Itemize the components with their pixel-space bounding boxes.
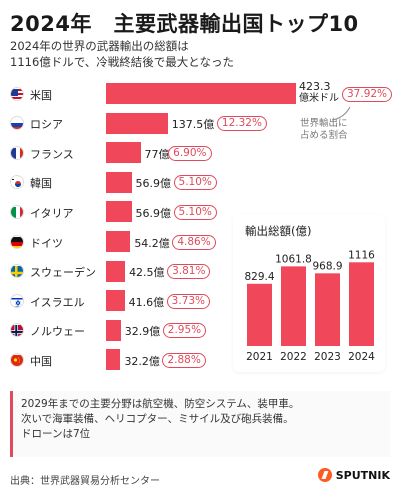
flag-de-icon: [10, 235, 24, 249]
bar: [106, 290, 125, 311]
bar: [106, 83, 296, 104]
bar: [247, 284, 272, 346]
footer-line-1: 2029年までの主要分野は航空機、防空システム、装甲車。: [21, 397, 382, 412]
bar: [106, 349, 120, 370]
share-badge: 4.86%: [172, 235, 215, 250]
category-label: 中国: [30, 353, 52, 369]
share-badge: 3.81%: [167, 264, 210, 279]
flag-it-icon: [10, 205, 24, 219]
category-label: スウェーデン: [30, 264, 96, 280]
category-label: ノルウェー: [30, 323, 85, 339]
share-badge: 2.88%: [162, 353, 205, 368]
flag-cn-icon: [10, 353, 24, 367]
footer-line-3: ドローンは7位: [21, 427, 382, 442]
flag-fr-icon: [10, 146, 24, 160]
data-label: 77億: [145, 146, 170, 162]
data-label: 54.2億: [134, 235, 170, 251]
data-label: 32.2億: [124, 353, 160, 369]
data-label: 1116: [348, 249, 375, 261]
share-badge: 2.95%: [163, 323, 206, 338]
bar: [106, 231, 130, 252]
bar: [281, 266, 306, 346]
x-tick-label: 2024: [348, 351, 375, 363]
share-note-arrow: [330, 104, 354, 122]
category-label: 韓国: [30, 175, 52, 191]
flag-us-icon: [10, 87, 24, 101]
sputnik-logo: SPUTNIK: [318, 468, 390, 482]
share-note-line-2: 占める割合: [300, 130, 348, 142]
data-label: 968.9: [312, 260, 342, 272]
data-label: 42.5億: [129, 264, 165, 280]
bar: [106, 142, 141, 163]
category-label: ロシア: [30, 116, 63, 132]
data-label: 423.3 億米ドル: [299, 81, 339, 105]
category-label: フランス: [30, 146, 74, 162]
share-badge: 12.32%: [217, 116, 267, 131]
flag-il-icon: [10, 294, 24, 308]
bar: [106, 172, 132, 193]
category-label: イスラエル: [30, 294, 85, 310]
data-label: 41.6億: [129, 294, 165, 310]
x-tick-label: 2021: [246, 351, 273, 363]
bar: [106, 320, 121, 341]
flag-ru-icon: [10, 116, 24, 130]
sputnik-logo-text: SPUTNIK: [336, 469, 390, 482]
bar: [349, 262, 374, 346]
x-tick-label: 2023: [314, 351, 341, 363]
share-badge: 37.92%: [342, 87, 392, 102]
share-badge: 3.73%: [167, 294, 210, 309]
bar: [106, 201, 132, 222]
flag-kr-icon: [10, 175, 24, 189]
flag-no-icon: [10, 323, 24, 337]
bar: [106, 113, 168, 134]
bar: [106, 261, 125, 282]
category-label: イタリア: [30, 205, 74, 221]
bar: [315, 273, 340, 346]
data-label: 32.9億: [125, 323, 161, 339]
category-label: 米国: [30, 87, 52, 103]
footer-line-2: 次いで海軍装備、ヘリコプター、ミサイル及び砲兵装備。: [21, 412, 382, 427]
category-label: ドイツ: [30, 235, 63, 251]
footer-note: 2029年までの主要分野は航空機、防空システム、装甲車。 次いで海軍装備、ヘリコ…: [10, 391, 390, 457]
data-label: 829.4: [244, 271, 274, 283]
share-badge: 5.10%: [174, 175, 217, 190]
share-badge: 6.90%: [168, 146, 211, 161]
share-badge: 5.10%: [174, 205, 217, 220]
flag-se-icon: [10, 264, 24, 278]
total-exports-chart: 829.4 2021 1061.8 2022 968.9 2023 1116 2024: [233, 214, 385, 372]
total-exports-panel: 輸出総額(億) 829.4 2021 1061.8 2022 968.9 2023 1116…: [233, 214, 385, 372]
source-text: 出典：世界武器貿易分析センター: [10, 472, 160, 487]
x-tick-label: 2022: [280, 351, 307, 363]
data-label: 56.9億: [136, 205, 172, 221]
data-label: 137.5億: [172, 116, 215, 132]
data-label: 1061.8: [275, 253, 312, 265]
sputnik-logo-icon: [318, 468, 332, 482]
data-label: 56.9億: [136, 175, 172, 191]
